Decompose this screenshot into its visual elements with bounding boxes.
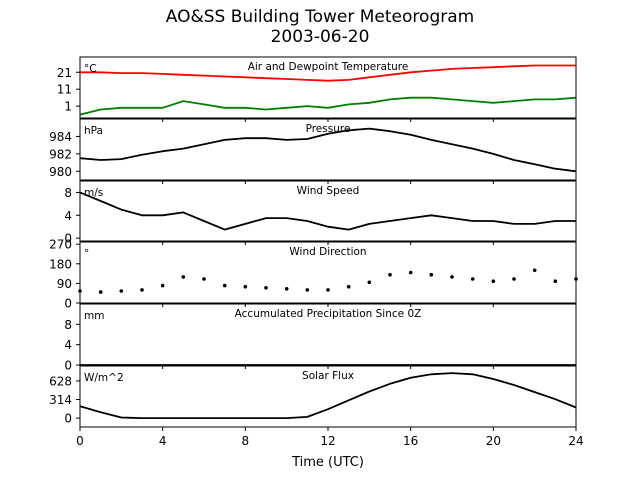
series-line	[79, 191, 576, 231]
y-tick-label: 628	[49, 374, 72, 388]
panel-2: 980 982 984 Pressure hPa	[49, 118, 577, 184]
data-point	[450, 275, 454, 279]
y-tick-label: 314	[49, 393, 72, 407]
y-tick-label: 8	[64, 318, 72, 332]
unit-label: °C	[84, 63, 97, 75]
panel-title: Solar Flux	[302, 370, 354, 382]
y-tick-label: 984	[49, 130, 72, 144]
y-tick-label: 180	[49, 257, 72, 271]
x-tick-label: 12	[320, 434, 335, 448]
data-point	[532, 268, 537, 273]
y-tick-label: 8	[64, 186, 72, 200]
series-line	[79, 372, 577, 420]
y-tick-label: 11	[57, 83, 72, 97]
panel-title: Air and Dewpoint Temperature	[248, 61, 409, 73]
x-axis-label: Time (UTC)	[291, 455, 364, 470]
data-point	[202, 277, 206, 281]
data-point	[119, 289, 124, 293]
panel-title: Wind Speed	[297, 185, 360, 197]
unit-label: hPa	[84, 125, 103, 137]
y-tick-label: 4	[64, 209, 72, 223]
data-point	[326, 288, 330, 292]
unit-label: mm	[84, 310, 104, 322]
data-point	[367, 280, 372, 285]
data-point	[140, 288, 144, 292]
x-tick-label: 0	[76, 434, 84, 448]
y-tick-label: 0	[64, 412, 72, 426]
panel-title: Accumulated Precipitation Since 0Z	[235, 308, 422, 320]
data-point	[222, 283, 227, 288]
data-point	[181, 275, 186, 279]
chart-title: AO&SS Building Tower Meteorogram	[165, 7, 475, 27]
series-line	[80, 64, 576, 82]
data-point	[98, 290, 103, 294]
data-point	[470, 277, 475, 281]
unit-label: °	[84, 248, 89, 260]
y-tick-label: 980	[49, 165, 72, 179]
unit-label: W/m^2	[84, 372, 124, 384]
panel-4: 0 90 180 270 Wind Direction °	[49, 238, 578, 311]
data-point	[305, 288, 310, 292]
data-point	[160, 283, 165, 288]
series-line	[79, 127, 577, 173]
data-point	[553, 279, 558, 284]
unit-label: m/s	[84, 187, 103, 199]
x-tick-label: 16	[403, 434, 418, 448]
data-point	[429, 272, 434, 277]
panel-title: Wind Direction	[289, 246, 366, 258]
data-point	[512, 277, 516, 281]
data-point	[388, 272, 392, 277]
y-tick-label: 0	[64, 232, 72, 246]
panel-title: Pressure	[306, 123, 351, 135]
chart-subtitle: 2003-06-20	[270, 27, 370, 47]
panel-5: 0 4 8 Accumulated Precipitation Since 0Z mm	[64, 303, 577, 373]
y-tick-label: 4	[64, 338, 72, 352]
data-point	[243, 284, 248, 289]
x-tick-label: 24	[568, 434, 583, 448]
y-tick-label: 21	[57, 66, 72, 80]
data-point	[346, 284, 351, 289]
x-tick-label: 8	[242, 434, 250, 448]
y-tick-label: 1	[64, 100, 72, 114]
x-tick-label: 4	[159, 434, 167, 448]
y-tick-label: 0	[64, 359, 72, 373]
y-tick-label: 982	[49, 147, 72, 161]
data-point	[264, 286, 268, 290]
y-tick-label: 90	[57, 277, 72, 291]
panel-3: 0 4 8 Wind Speed m/s	[64, 180, 577, 246]
y-tick-label: 0	[64, 297, 72, 311]
data-point	[491, 279, 496, 284]
data-point	[284, 287, 289, 291]
x-tick-label: 20	[486, 434, 501, 448]
panel-6: 0 314 628 Solar Flux W/m^2	[49, 365, 577, 431]
data-point	[408, 270, 413, 275]
series-line	[79, 96, 577, 116]
y-tick-label: 270	[49, 238, 72, 252]
